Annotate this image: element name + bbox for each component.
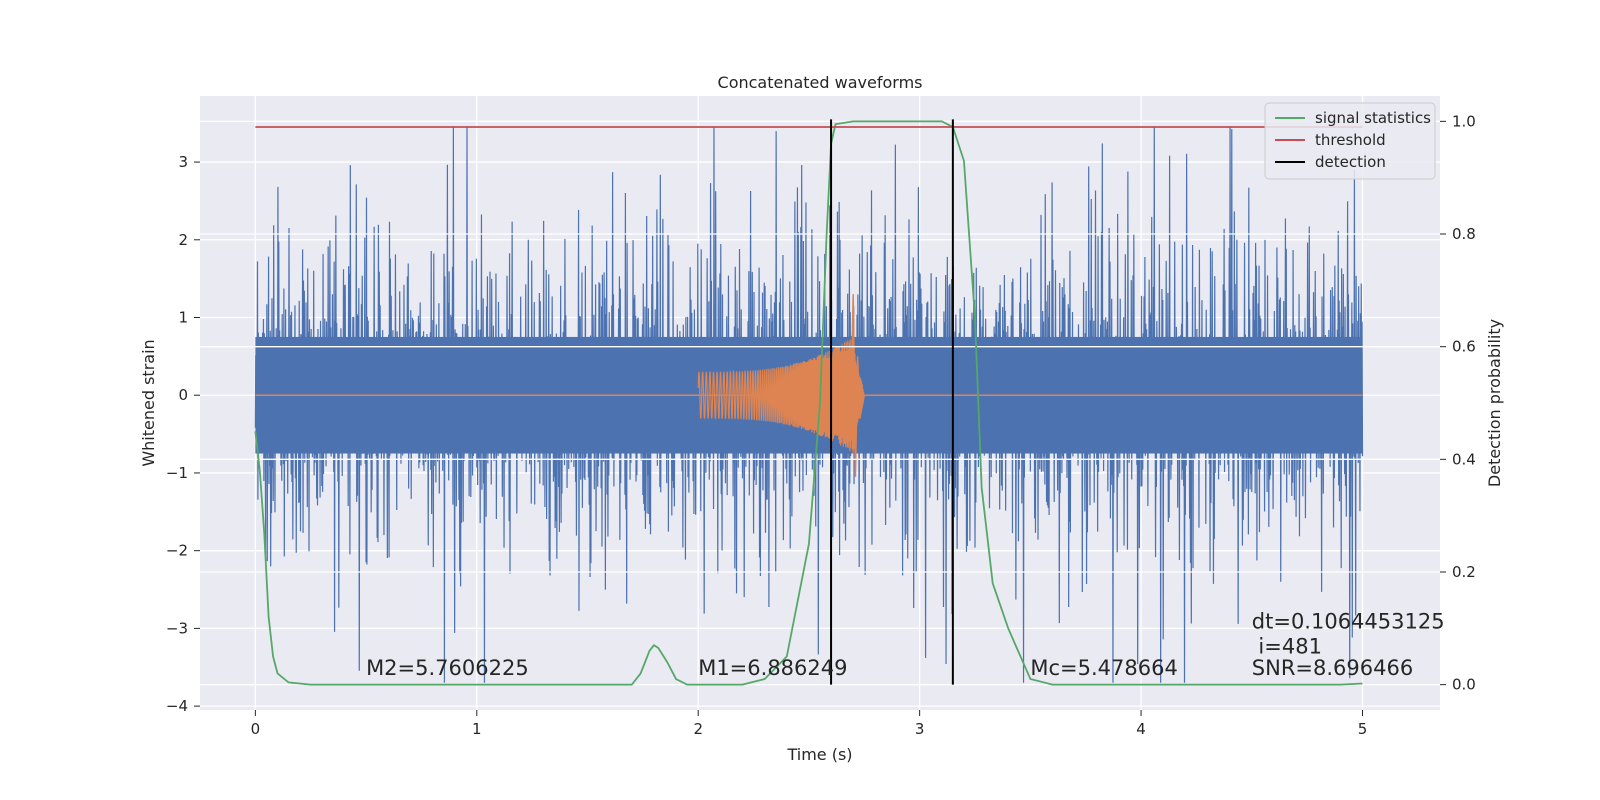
chirp-merger-peak xyxy=(850,294,866,477)
annotation-text: Mc=5.478664 xyxy=(1030,656,1177,680)
annotations: M2=5.7606225 M1=6.886249 Mc=5.478664 dt=0.1… xyxy=(366,609,1445,680)
annotation-text: dt=0.1064453125 xyxy=(1252,609,1445,633)
annotation-text: M1=6.886249 xyxy=(698,656,847,680)
annotation-text: i=481 xyxy=(1258,634,1322,658)
y2-axis-label: Detection probability xyxy=(1485,319,1504,487)
y-tick-label: 1 xyxy=(178,309,188,327)
y2-tick-label: 0.8 xyxy=(1452,225,1476,243)
legend-label: detection xyxy=(1315,153,1386,171)
x-tick-label: 1 xyxy=(472,720,482,738)
y2-tick-label: 1.0 xyxy=(1452,112,1476,130)
right-axis-series xyxy=(254,119,1363,686)
y2-tick-label: 0.6 xyxy=(1452,338,1476,356)
x-tick-label: 0 xyxy=(251,720,261,738)
y-tick-label: −1 xyxy=(166,464,188,482)
y-tick-label: 2 xyxy=(178,231,188,249)
x-tick-label: 4 xyxy=(1136,720,1146,738)
y-tick-label: −3 xyxy=(166,619,188,637)
annotation-text: SNR=8.696466 xyxy=(1252,656,1413,680)
legend-label: threshold xyxy=(1315,131,1386,149)
y-tick-label: 3 xyxy=(178,153,188,171)
legend: signal statistics threshold detection xyxy=(1264,102,1436,180)
legend-box xyxy=(1264,102,1436,180)
y-tick-label: 0 xyxy=(178,386,188,404)
x-tick-label: 3 xyxy=(915,720,925,738)
legend-label: signal statistics xyxy=(1315,109,1431,127)
y-tick-label: −2 xyxy=(166,542,188,560)
signal-statistics-line xyxy=(254,120,1363,686)
annotation-text: M2=5.7606225 xyxy=(366,656,529,680)
y2-tick-label: 0.0 xyxy=(1452,676,1476,694)
chart-title: Concatenated waveforms xyxy=(718,73,923,92)
y2-tick-label: 0.2 xyxy=(1452,563,1476,581)
y-axis-label: Whitened strain xyxy=(139,339,158,466)
y-tick-label: −4 xyxy=(166,697,188,715)
y2-tick-label: 0.4 xyxy=(1452,450,1476,468)
x-axis-label: Time (s) xyxy=(786,745,852,764)
tick-labels: 0 1 2 3 4 5 −4 −3 −2 −1 0 1 2 3 0.0 0.2 0.4 0.6 0.8 1.0 xyxy=(166,112,1476,738)
x-tick-label: 5 xyxy=(1358,720,1368,738)
x-tick-label: 2 xyxy=(693,720,703,738)
